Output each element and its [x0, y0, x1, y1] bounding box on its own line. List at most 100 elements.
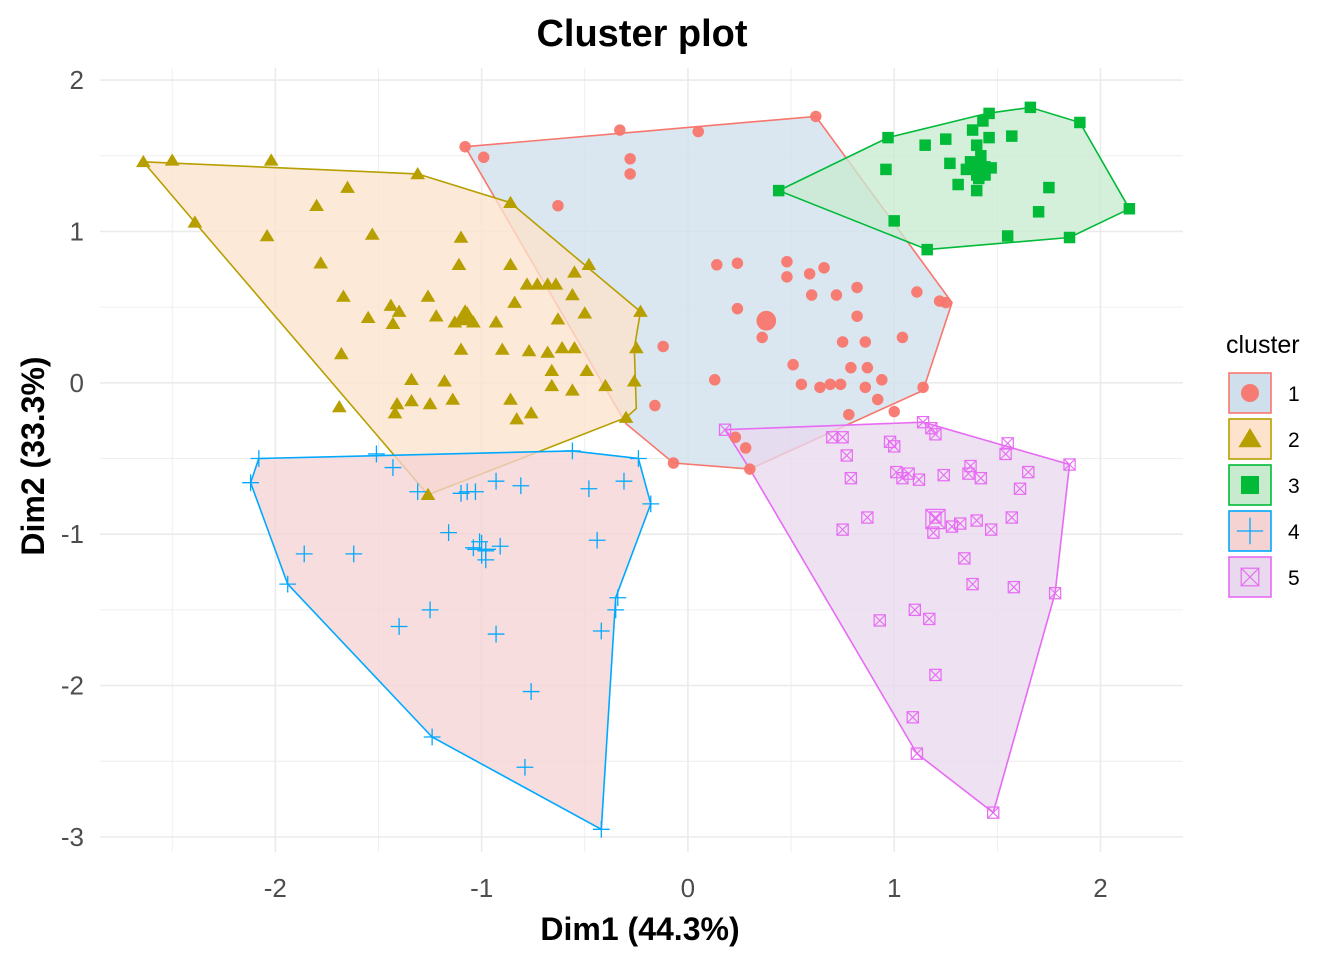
- cluster-2-point: [453, 230, 469, 243]
- cluster-2-point: [494, 342, 510, 355]
- cluster-5-point: [987, 806, 1000, 819]
- x-tick-label: 2: [1093, 873, 1107, 903]
- cluster-1-point: [834, 378, 847, 391]
- cluster-5-point: [873, 614, 886, 627]
- cluster-3-centroid: [971, 161, 991, 181]
- cluster-5-point: [718, 423, 732, 436]
- cluster-2-point: [567, 341, 582, 354]
- cluster-5-point: [844, 471, 858, 485]
- cluster-2-point: [523, 406, 539, 419]
- cluster-3-point: [1123, 203, 1136, 215]
- cluster-1-point: [614, 124, 626, 136]
- legend-item-5: 5: [1228, 556, 1300, 598]
- cluster-4-point: [512, 477, 530, 495]
- cluster-2-point: [488, 315, 504, 328]
- cluster-3-point: [977, 115, 989, 127]
- cluster-1-point: [729, 431, 742, 444]
- legend-marker: [1240, 475, 1260, 495]
- cluster-2-point: [340, 180, 355, 193]
- cluster-4-point: [390, 618, 408, 635]
- cluster-3-point: [1001, 230, 1014, 242]
- cluster-2-point: [364, 227, 380, 240]
- cluster-2-point: [451, 257, 467, 271]
- cluster-5-point: [929, 428, 942, 441]
- cluster-1-point: [708, 374, 721, 386]
- cluster-2-point: [135, 154, 151, 168]
- cluster-4-point: [491, 537, 509, 555]
- cluster-2-point: [503, 257, 518, 271]
- cluster-1-point: [810, 110, 822, 123]
- legend-label: 5: [1288, 567, 1300, 590]
- cluster-2-point: [385, 316, 401, 330]
- cluster-1-point: [917, 381, 929, 394]
- cluster-5-point: [910, 747, 924, 760]
- cluster-1-point: [896, 331, 909, 344]
- cluster-4-point: [516, 758, 534, 776]
- cluster-1-point: [871, 393, 884, 406]
- cluster-2-point: [404, 393, 419, 407]
- cluster-1-point: [843, 408, 855, 421]
- cluster-3-point: [944, 157, 956, 170]
- cluster-2-point: [410, 166, 426, 180]
- cluster-3-point: [1006, 130, 1018, 142]
- cluster-4-point: [440, 524, 458, 542]
- cluster-2-point: [618, 410, 634, 423]
- cluster-2-point: [581, 257, 597, 271]
- chart-title: Cluster plot: [536, 13, 747, 55]
- cluster-1-point: [624, 168, 636, 180]
- cluster-2-point: [540, 345, 555, 358]
- cluster-1-point: [851, 310, 863, 322]
- x-tick-labels: -2 -1 0 1 2: [264, 873, 1108, 903]
- cluster-4-point: [452, 484, 470, 502]
- cluster-2-point: [529, 277, 545, 290]
- cluster-2-point: [548, 277, 564, 290]
- cluster-4-point: [423, 728, 441, 746]
- cluster-5-point: [974, 471, 988, 485]
- cluster-3-point: [1032, 206, 1045, 218]
- cluster-5-point: [1063, 458, 1076, 471]
- legend-marker: [1238, 428, 1262, 448]
- cluster-2-point: [579, 363, 595, 376]
- legend-label: 2: [1288, 429, 1300, 452]
- cluster-5-point: [937, 468, 950, 482]
- cluster-2-point: [263, 153, 279, 166]
- cluster-2-point: [187, 215, 203, 228]
- cluster-1-point: [657, 340, 669, 353]
- cluster-3-point: [975, 150, 987, 162]
- cluster-4-point: [487, 625, 505, 643]
- cluster-4-point: [642, 495, 660, 513]
- cluster-5-point: [929, 511, 942, 524]
- cluster-2-point: [554, 341, 570, 354]
- cluster-2-point: [550, 312, 566, 325]
- cluster-5-point: [1001, 437, 1014, 450]
- cluster-5-point: [896, 471, 909, 485]
- x-tick-label: 1: [887, 873, 901, 903]
- y-tick-label: -1: [61, 519, 84, 549]
- cluster-1-point: [624, 153, 636, 165]
- cluster-4-point: [487, 472, 505, 490]
- cluster-5-point: [861, 511, 874, 524]
- cluster-3-point: [1043, 181, 1055, 194]
- cluster-4-point: [580, 480, 598, 498]
- cluster-5-point: [954, 517, 967, 530]
- cluster-5-point: [836, 431, 849, 444]
- cluster-3-point: [919, 139, 931, 151]
- y-tick-label: -2: [61, 671, 84, 701]
- cluster-2-point: [420, 289, 436, 302]
- cluster-2-point: [428, 309, 444, 322]
- legend-label: 3: [1288, 475, 1300, 498]
- cluster-4-point: [522, 683, 540, 700]
- cluster-1-point: [845, 361, 857, 374]
- cluster-4-point: [345, 545, 363, 563]
- cluster-5-point: [836, 523, 849, 536]
- y-tick-labels: -3 -2 -1 0 1 2: [61, 65, 84, 852]
- cluster-4-point: [279, 575, 297, 593]
- cluster-1-point: [836, 336, 849, 348]
- cluster-2-point: [565, 383, 580, 396]
- cluster-3-point: [985, 162, 997, 174]
- cluster-1-point: [814, 381, 826, 394]
- cluster-4-point: [588, 531, 606, 549]
- x-tick-label: -2: [264, 873, 287, 903]
- cluster-2-point: [453, 342, 469, 355]
